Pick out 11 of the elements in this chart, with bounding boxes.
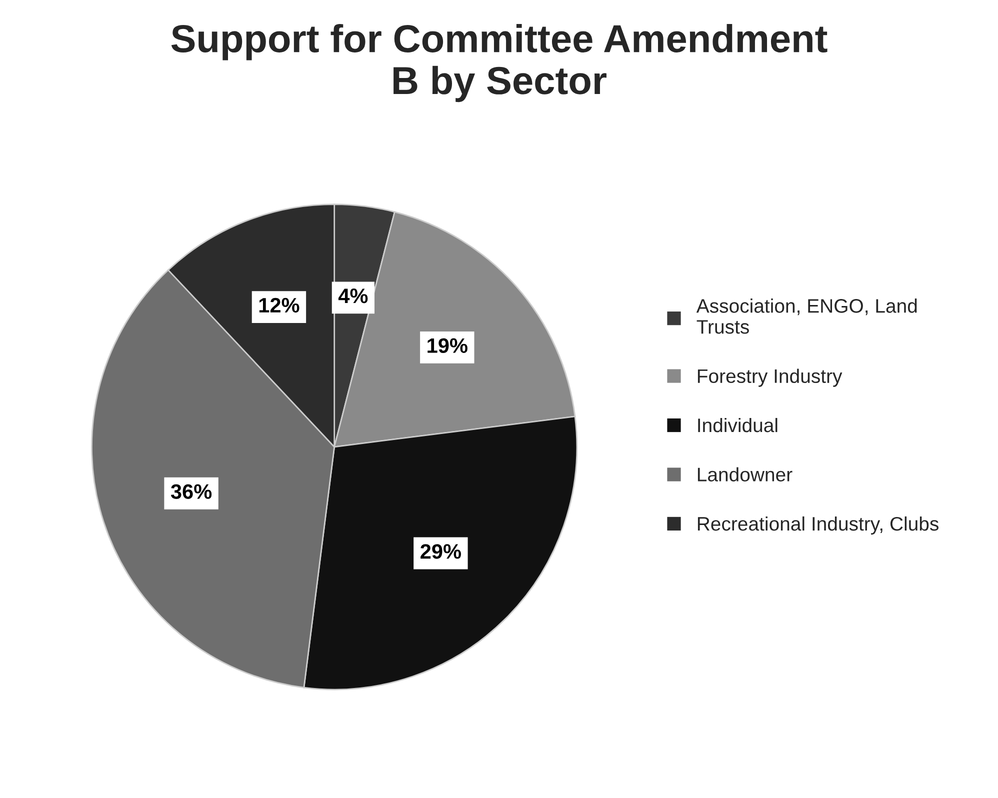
legend-label: Association, ENGO, Land Trusts [696,298,917,334]
data-label: 4% [338,288,368,304]
data-label: 36% [170,484,212,499]
data-label: 29% [420,544,461,559]
chart-title: Support for Committee Amendment B by Sector [171,24,828,102]
legend-label: Landowner [698,467,792,482]
legend-label: Individual [698,418,778,432]
data-label: 19% [428,338,468,354]
legend-label: Forestry Industry [698,368,842,387]
data-label: 12% [259,298,300,313]
legend-label: Recreational Industry, Clubs [698,516,938,535]
